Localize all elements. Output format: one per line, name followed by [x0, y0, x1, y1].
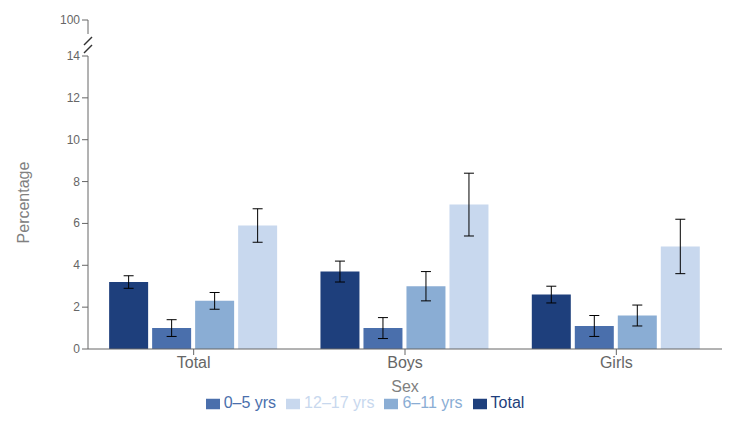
- svg-text:Percentage: Percentage: [15, 161, 32, 243]
- svg-text:8: 8: [73, 175, 80, 189]
- svg-text:12: 12: [67, 91, 81, 105]
- svg-text:6: 6: [73, 216, 80, 230]
- svg-text:4: 4: [73, 258, 80, 272]
- svg-text:Sex: Sex: [391, 378, 419, 395]
- html-text:Total: Total: [490, 394, 525, 411]
- svg-text:2: 2: [73, 300, 80, 314]
- svg-text:100: 100: [60, 13, 80, 27]
- svg-text:Total: Total: [177, 354, 211, 371]
- svg-text:Boys: Boys: [387, 354, 423, 371]
- html-text:0–5 yrs: 0–5 yrs: [223, 394, 277, 411]
- svg-text:Girls: Girls: [600, 354, 633, 371]
- svg-text:0: 0: [73, 342, 80, 356]
- svg-text:14: 14: [67, 49, 81, 63]
- html-text:12–17 yrs: 12–17 yrs: [304, 394, 375, 411]
- html-text:6–11 yrs: 6–11 yrs: [402, 394, 463, 411]
- svg-text:10: 10: [67, 133, 81, 147]
